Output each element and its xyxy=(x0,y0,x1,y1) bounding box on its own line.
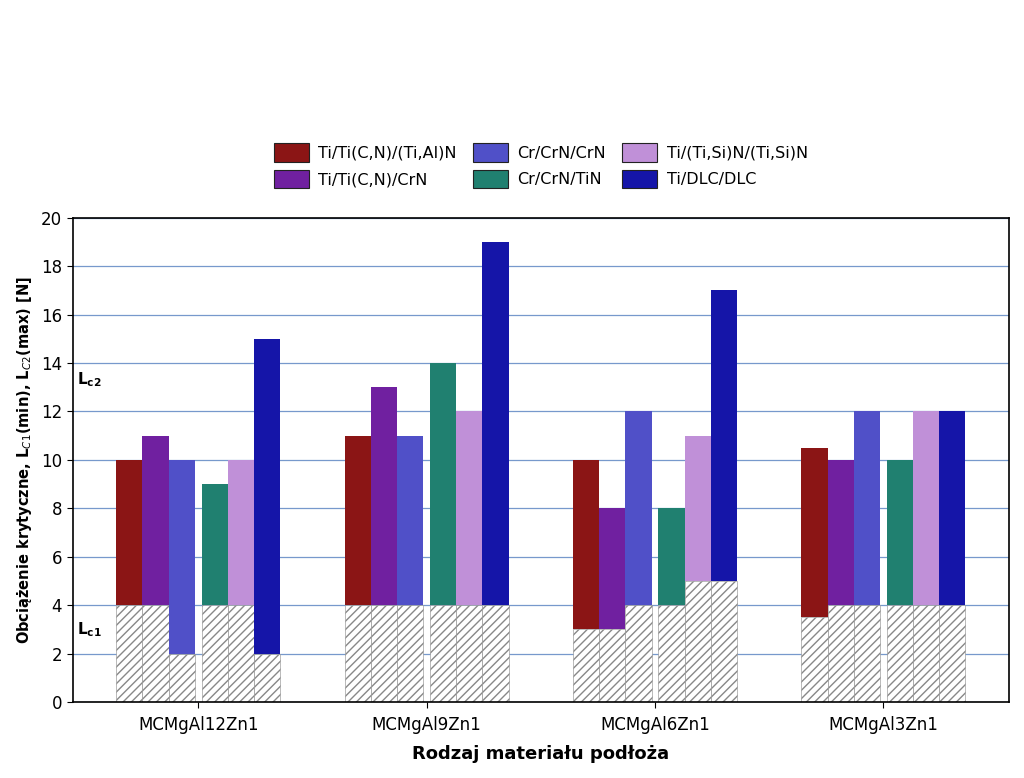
Bar xyxy=(169,460,195,654)
Bar xyxy=(626,412,651,605)
Bar xyxy=(599,508,626,629)
Bar xyxy=(142,436,169,605)
Bar xyxy=(397,605,423,702)
Bar xyxy=(456,412,482,605)
Bar xyxy=(344,605,371,702)
Bar xyxy=(711,290,737,581)
Bar xyxy=(827,605,854,702)
Bar xyxy=(913,412,939,605)
Bar xyxy=(430,605,456,702)
Bar xyxy=(887,605,913,702)
Bar xyxy=(371,605,397,702)
Bar xyxy=(482,605,509,702)
Bar xyxy=(254,339,281,654)
Y-axis label: Obciążenie krytyczne, L$_{C1}$(min), L$_{C2}$(max) [N]: Obciążenie krytyczne, L$_{C1}$(min), L$_… xyxy=(15,276,34,643)
Bar xyxy=(599,629,626,702)
Bar xyxy=(202,484,227,605)
Bar xyxy=(227,460,254,605)
Bar xyxy=(854,605,880,702)
Bar xyxy=(430,363,456,605)
Bar xyxy=(939,605,966,702)
Bar xyxy=(626,605,651,702)
Text: $\mathbf{L_{c1}}$: $\mathbf{L_{c1}}$ xyxy=(77,620,102,639)
Bar xyxy=(227,605,254,702)
Bar xyxy=(658,605,685,702)
Bar xyxy=(169,654,195,702)
Bar xyxy=(254,654,281,702)
X-axis label: Rodzaj materiału podłoża: Rodzaj materiału podłoża xyxy=(413,745,670,763)
Bar xyxy=(685,436,711,581)
Bar xyxy=(939,412,966,605)
Bar xyxy=(371,387,397,605)
Bar xyxy=(827,460,854,605)
Bar xyxy=(482,242,509,605)
Bar xyxy=(854,412,880,605)
Bar xyxy=(913,605,939,702)
Bar xyxy=(572,629,599,702)
Bar xyxy=(685,581,711,702)
Bar xyxy=(802,448,827,617)
Bar xyxy=(887,460,913,605)
Bar xyxy=(658,508,685,605)
Bar xyxy=(202,605,227,702)
Text: $\mathbf{L_{c2}}$: $\mathbf{L_{c2}}$ xyxy=(77,370,101,389)
Bar xyxy=(572,460,599,629)
Bar xyxy=(397,436,423,605)
Bar xyxy=(344,436,371,605)
Bar xyxy=(116,605,142,702)
Bar xyxy=(711,581,737,702)
Bar xyxy=(802,617,827,702)
Bar xyxy=(116,460,142,605)
Bar xyxy=(456,605,482,702)
Legend: Ti/Ti(C,N)/(Ti,Al)N, Ti/Ti(C,N)/CrN, Cr/CrN/CrN, Cr/CrN/TiN, Ti/(Ti,Si)N/(Ti,Si): Ti/Ti(C,N)/(Ti,Al)N, Ti/Ti(C,N)/CrN, Cr/… xyxy=(273,143,808,188)
Bar xyxy=(142,605,169,702)
